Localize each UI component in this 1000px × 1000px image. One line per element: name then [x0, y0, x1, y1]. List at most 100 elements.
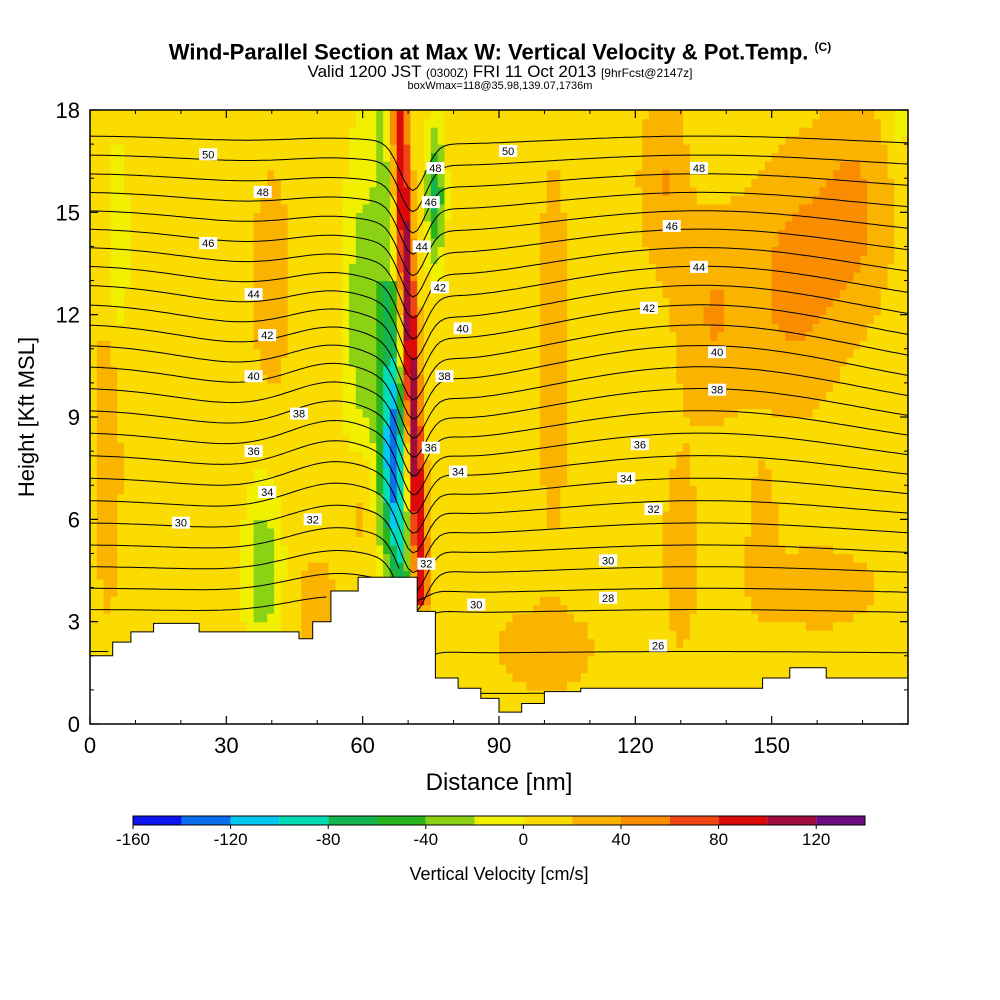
velocity-cell: [130, 314, 139, 324]
velocity-cell: [239, 434, 248, 444]
velocity-cell: [274, 314, 282, 324]
velocity-cell: [553, 596, 561, 606]
velocity-cell: [219, 510, 227, 520]
velocity-cell: [178, 510, 187, 520]
velocity-cell: [444, 110, 452, 120]
velocity-cell: [130, 229, 139, 239]
velocity-cell: [199, 621, 207, 631]
velocity-cell: [424, 152, 432, 162]
velocity-cell: [444, 135, 452, 145]
velocity-cell: [478, 664, 486, 674]
velocity-cell: [362, 254, 371, 265]
velocity-cell: [410, 425, 418, 435]
velocity-cell: [226, 502, 234, 512]
velocity-cell: [342, 451, 350, 461]
velocity-cell: [103, 536, 112, 546]
velocity-cell: [117, 536, 125, 546]
velocity-cell: [239, 144, 248, 154]
velocity-cell: [280, 502, 289, 512]
velocity-cell: [403, 468, 411, 478]
velocity-cell: [396, 553, 405, 563]
velocity-cell: [171, 280, 180, 290]
velocity-cell: [526, 510, 534, 520]
velocity-cell: [308, 340, 316, 350]
velocity-cell: [178, 434, 187, 444]
velocity-cell: [389, 246, 398, 256]
velocity-cell: [369, 314, 377, 324]
velocity-cell: [301, 152, 309, 162]
velocity-cell: [458, 127, 466, 137]
velocity-cell: [458, 408, 466, 418]
velocity-cell: [451, 476, 459, 486]
velocity-cell: [321, 289, 330, 299]
velocity-cell: [130, 203, 139, 213]
velocity-cell: [171, 408, 180, 418]
velocity-cell: [424, 254, 432, 265]
velocity-cell: [314, 459, 323, 469]
velocity-cell: [144, 118, 152, 128]
velocity-cell: [274, 570, 282, 580]
velocity-cell: [205, 297, 214, 307]
velocity-cell: [178, 579, 187, 589]
velocity-cell: [410, 502, 418, 512]
velocity-cell: [451, 254, 459, 265]
title-main: Wind-Parallel Section at Max W: Vertical…: [168, 39, 809, 65]
velocity-cell: [417, 604, 425, 614]
velocity-cell: [349, 485, 357, 495]
velocity-cell: [199, 220, 207, 230]
velocity-cell: [369, 417, 377, 427]
velocity-cell: [253, 459, 262, 469]
velocity-cell: [505, 442, 514, 452]
velocity-cell: [274, 237, 282, 248]
velocity-cell: [96, 161, 105, 171]
velocity-cell: [124, 178, 132, 188]
velocity-cell: [130, 178, 139, 188]
velocity-cell: [437, 672, 446, 682]
velocity-cell: [137, 459, 146, 469]
velocity-cell: [226, 110, 234, 120]
velocity-cell: [199, 613, 207, 623]
velocity-cell: [137, 587, 146, 597]
velocity-cell: [158, 502, 166, 512]
velocity-cell: [499, 323, 507, 333]
velocity-cell: [280, 527, 289, 537]
velocity-cell: [219, 127, 227, 137]
velocity-cell: [519, 579, 527, 589]
velocity-cell: [314, 144, 323, 154]
velocity-cell: [280, 127, 289, 137]
velocity-cell: [260, 476, 268, 486]
velocity-cell: [103, 348, 112, 358]
velocity-cell: [546, 152, 555, 162]
velocity-cell: [539, 502, 548, 512]
velocity-cell: [253, 127, 262, 137]
velocity-cell: [492, 476, 500, 486]
velocity-cell: [280, 246, 289, 256]
velocity-cell: [519, 169, 527, 179]
velocity-cell: [308, 118, 316, 128]
velocity-cell: [355, 161, 364, 171]
velocity-cell: [383, 280, 391, 290]
velocity-cell: [505, 178, 514, 188]
velocity-cell: [274, 561, 282, 572]
velocity-cell: [267, 604, 275, 614]
velocity-cell: [239, 110, 248, 120]
velocity-cell: [90, 152, 98, 162]
velocity-cell: [164, 468, 173, 478]
velocity-cell: [355, 417, 364, 427]
velocity-cell: [260, 127, 268, 137]
velocity-cell: [512, 459, 521, 469]
velocity-cell: [239, 340, 248, 350]
velocity-cell: [355, 280, 364, 290]
velocity-cell: [458, 434, 466, 444]
velocity-cell: [437, 212, 446, 222]
velocity-cell: [308, 348, 316, 358]
velocity-cell: [294, 510, 302, 520]
velocity-cell: [424, 502, 432, 512]
velocity-cell: [539, 476, 548, 486]
velocity-cell: [342, 161, 350, 171]
velocity-cell: [485, 519, 493, 529]
velocity-cell: [103, 408, 112, 418]
velocity-cell: [464, 408, 473, 418]
velocity-cell: [212, 451, 221, 461]
velocity-cell: [137, 425, 146, 435]
